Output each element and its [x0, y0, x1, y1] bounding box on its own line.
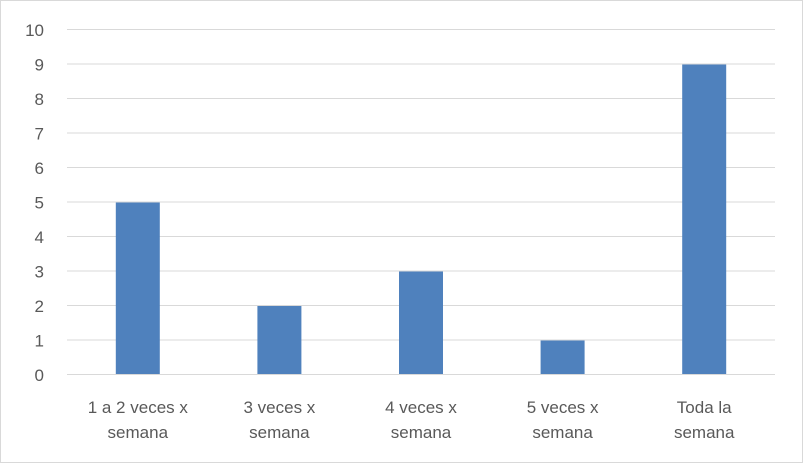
y-tick-label: 8 — [35, 90, 44, 109]
bar — [399, 271, 443, 375]
y-tick-label: 5 — [35, 194, 44, 213]
x-category-label: 1 a 2 veces x — [88, 398, 189, 417]
y-tick-label: 2 — [35, 297, 44, 316]
y-tick-label: 3 — [35, 263, 44, 282]
y-tick-label: 7 — [35, 125, 44, 144]
x-category-label: semana — [108, 423, 169, 442]
y-tick-label: 10 — [25, 21, 44, 40]
bar — [257, 306, 302, 375]
x-category-label: 5 veces x — [527, 398, 599, 417]
x-category-label: 4 veces x — [385, 398, 457, 417]
x-category-label: semana — [674, 423, 735, 442]
x-category-label: semana — [391, 423, 452, 442]
x-category-label: semana — [249, 423, 310, 442]
y-tick-label: 6 — [35, 159, 44, 178]
y-tick-label: 4 — [35, 228, 44, 247]
bar — [540, 340, 585, 375]
y-tick-label: 9 — [35, 56, 44, 75]
y-tick-label: 0 — [35, 366, 44, 385]
x-category-label: 3 veces x — [243, 398, 315, 417]
bar — [115, 202, 160, 375]
bar — [682, 64, 727, 375]
y-tick-label: 1 — [35, 332, 44, 351]
x-category-label: Toda la — [677, 398, 732, 417]
x-category-label: semana — [532, 423, 593, 442]
